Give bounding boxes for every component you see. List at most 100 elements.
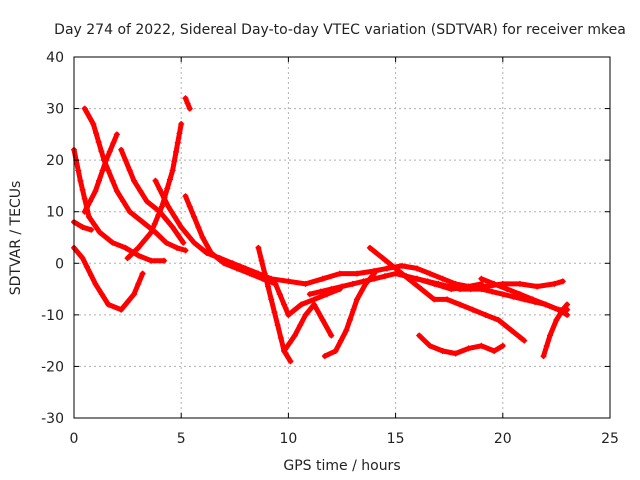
data-point <box>233 265 240 272</box>
series-arc-f <box>118 146 187 246</box>
data-point <box>255 244 262 251</box>
data-point <box>148 257 155 264</box>
data-point <box>291 332 298 339</box>
data-point <box>169 167 176 174</box>
series-trace <box>416 333 506 356</box>
data-point <box>186 203 193 210</box>
data-point <box>495 317 502 324</box>
data-point <box>465 283 472 290</box>
data-point <box>261 270 268 277</box>
data-point <box>452 350 459 357</box>
data-point <box>354 296 361 303</box>
data-point <box>281 301 288 308</box>
data-point <box>92 188 99 195</box>
series-arc-s <box>540 301 571 360</box>
data-point <box>163 216 170 223</box>
data-point <box>381 273 388 280</box>
series-arc-p <box>416 332 506 357</box>
data-point <box>137 188 144 195</box>
series-trace <box>183 193 343 318</box>
data-point <box>195 224 202 231</box>
data-point <box>265 283 272 290</box>
data-point <box>431 280 438 287</box>
y-tick-label: 0 <box>55 256 64 272</box>
data-point <box>191 213 198 220</box>
data-point <box>339 283 345 290</box>
data-point <box>551 280 558 287</box>
data-point <box>165 203 172 210</box>
data-point <box>319 275 326 282</box>
series-arc-j <box>182 193 343 318</box>
data-point <box>161 194 168 201</box>
data-point <box>86 213 93 220</box>
data-point <box>126 167 133 174</box>
data-point <box>302 280 309 287</box>
data-point <box>81 105 88 112</box>
data-point <box>124 298 131 305</box>
data-point <box>332 347 339 354</box>
data-point <box>286 340 293 347</box>
data-point <box>399 262 406 269</box>
data-point <box>448 286 455 293</box>
data-point <box>186 105 193 112</box>
data-point <box>148 229 155 236</box>
data-point <box>113 131 120 138</box>
data-point <box>482 311 489 318</box>
data-point <box>564 311 571 318</box>
data-point <box>268 296 275 303</box>
data-point <box>416 332 423 339</box>
data-point <box>444 296 451 303</box>
data-point <box>328 286 335 293</box>
y-tick-label: 30 <box>46 102 64 118</box>
data-point <box>79 224 86 231</box>
data-point <box>465 345 472 352</box>
data-point <box>297 322 304 329</box>
data-point <box>182 193 189 200</box>
data-point <box>126 208 133 215</box>
data-point <box>139 219 146 226</box>
series-trace <box>118 147 186 246</box>
data-point <box>158 203 165 210</box>
y-axis-ticks: -30 -20 -10 0 10 20 30 40 <box>41 50 610 427</box>
data-point <box>489 288 496 295</box>
data-point <box>221 260 228 267</box>
x-tick-label: 10 <box>279 431 297 447</box>
data-point <box>173 244 180 251</box>
data-point <box>306 291 313 298</box>
data-point <box>564 301 571 308</box>
data-point <box>91 221 98 228</box>
data-point <box>516 280 523 287</box>
series-trace <box>478 276 570 313</box>
data-point <box>135 244 142 251</box>
data-point <box>77 177 84 184</box>
data-point <box>75 167 82 174</box>
data-point <box>414 275 421 282</box>
data-point <box>88 272 95 279</box>
data-point <box>98 148 105 155</box>
data-point <box>553 317 560 324</box>
series-arc-h <box>182 95 193 112</box>
series-arc-o <box>366 244 528 344</box>
data-point <box>478 342 485 349</box>
x-axis-ticks: 0 5 10 15 20 25 <box>70 57 619 447</box>
data-point <box>171 213 178 220</box>
y-axis-label: SDTVAR / TECUs <box>8 181 24 296</box>
data-point <box>95 139 102 146</box>
data-point <box>103 157 110 164</box>
data-point <box>96 229 103 236</box>
data-point <box>543 342 550 349</box>
data-point <box>559 306 566 313</box>
data-point <box>281 347 288 354</box>
data-point <box>96 177 103 184</box>
data-point <box>521 337 528 344</box>
data-point <box>152 177 159 184</box>
data-point <box>161 257 168 264</box>
data-point <box>191 239 198 246</box>
data-point <box>81 195 88 202</box>
data-point <box>311 296 318 303</box>
data-point <box>155 212 162 219</box>
data-point <box>504 286 511 293</box>
data-point <box>182 95 189 102</box>
